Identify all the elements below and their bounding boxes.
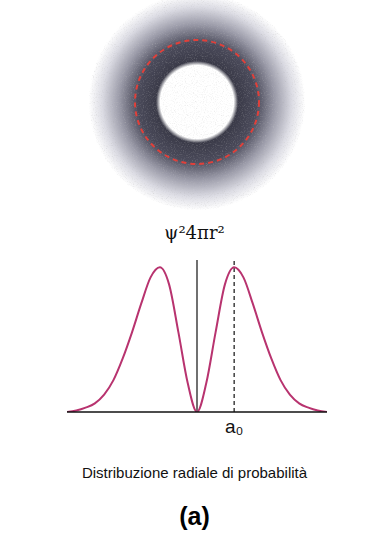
html-text:Distribuzione radiale di proba: Distribuzione radiale di probabilità: [81, 464, 308, 481]
html-text:(a): (a): [179, 502, 210, 530]
svg-text:a₀: a₀: [225, 416, 243, 437]
html-text:ψ²4πr²: ψ²4πr²: [164, 222, 225, 243]
